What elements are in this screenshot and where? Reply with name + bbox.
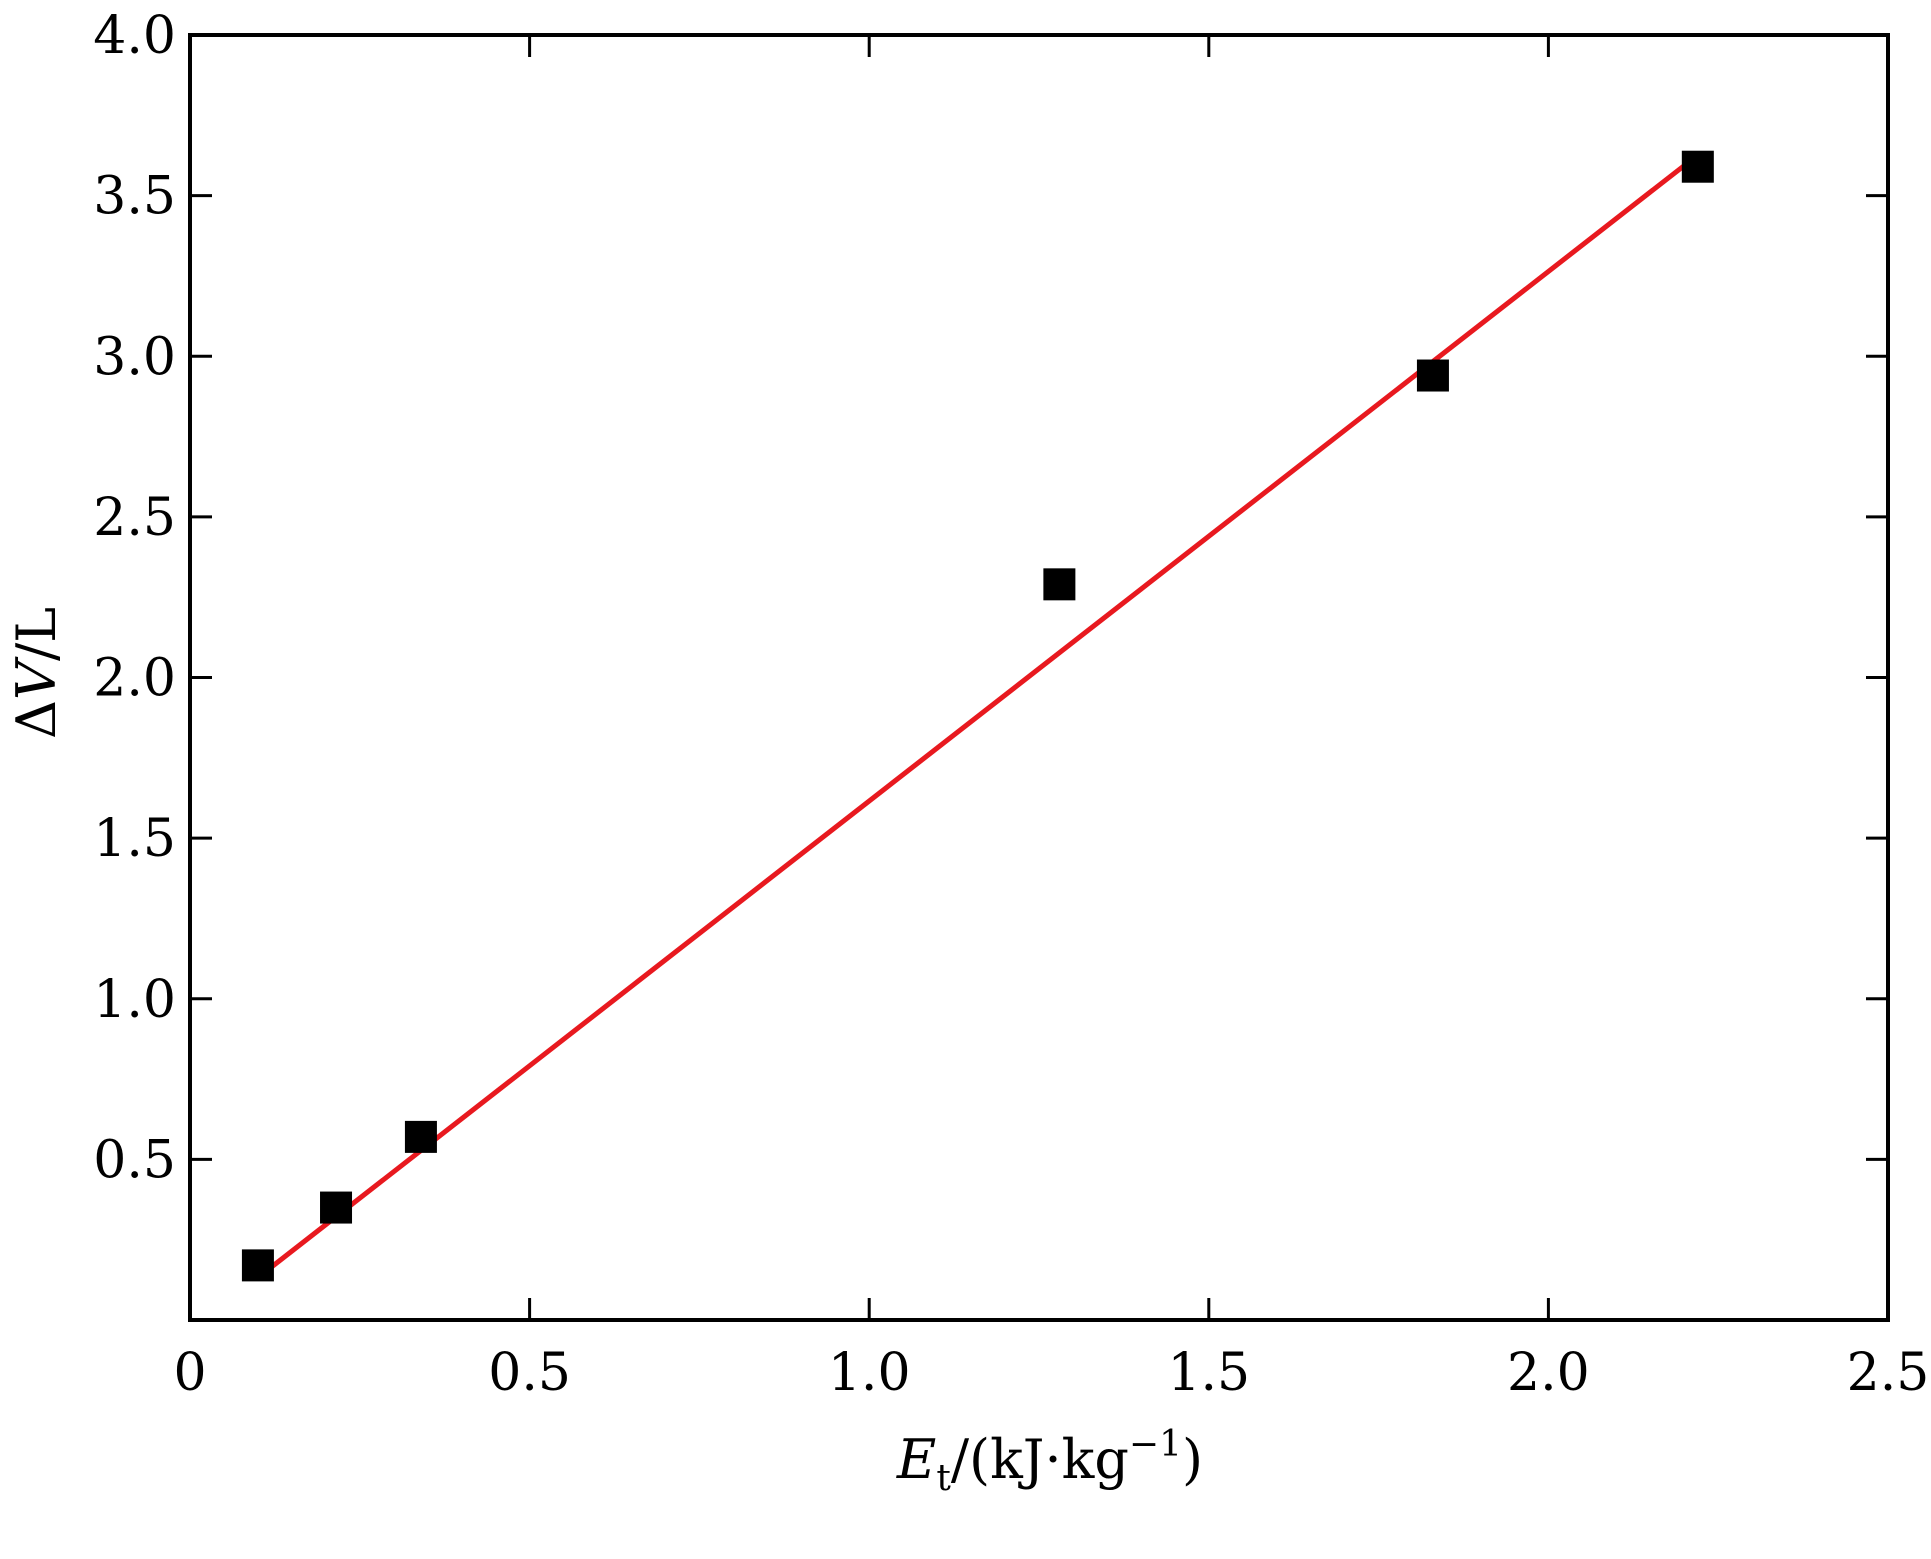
x-axis-title: Et/(kJ·kg−1) — [896, 1424, 1203, 1499]
x-axis-title-unit: /(kJ·kg — [951, 1428, 1129, 1491]
y-tick-label: 3.5 — [93, 167, 176, 227]
x-tick-label: 0.5 — [488, 1343, 571, 1403]
data-point — [404, 1120, 437, 1153]
data-point — [1681, 150, 1714, 183]
y-axis-title-delta: Δ — [5, 700, 68, 739]
y-axis-title-unit: /L — [5, 607, 68, 661]
points-layer — [241, 150, 1714, 1282]
y-tick-label: 1.5 — [93, 809, 176, 869]
data-point — [1416, 359, 1449, 392]
y-axis-title-symbol: V — [5, 656, 68, 700]
y-tick-label: 2.0 — [93, 649, 176, 709]
y-tick-label: 0.5 — [93, 1130, 176, 1190]
y-tick-label: 2.5 — [93, 488, 176, 548]
data-point — [1043, 568, 1076, 601]
x-tick-label: 1.5 — [1167, 1343, 1250, 1403]
x-axis-title-close: ) — [1182, 1428, 1203, 1491]
plot-frame — [188, 33, 1890, 1322]
fit-layer — [269, 157, 1694, 1270]
x-axis-title-superscript: −1 — [1129, 1424, 1182, 1465]
ticks-layer: 0 0.5 1.0 1.5 2.0 2.5 0.5 1.0 1.5 2.0 2.5 3.0 3.5 4.0 — [93, 6, 1929, 1403]
y-tick-label: 1.0 — [93, 970, 176, 1030]
y-tick-label: 3.0 — [93, 327, 176, 387]
fit-line — [269, 157, 1694, 1270]
y-tick-label: 4.0 — [93, 6, 176, 66]
x-axis-title-symbol: E — [896, 1428, 936, 1491]
data-point — [320, 1191, 353, 1224]
x-tick-label: 2.5 — [1847, 1343, 1930, 1403]
x-tick-label: 1.0 — [828, 1343, 911, 1403]
data-point — [241, 1249, 274, 1282]
x-axis-title-subscript: t — [936, 1458, 951, 1499]
y-axis-title: ΔV/L — [5, 607, 68, 739]
x-tick-label: 2.0 — [1507, 1343, 1590, 1403]
x-tick-label: 0 — [173, 1343, 206, 1403]
